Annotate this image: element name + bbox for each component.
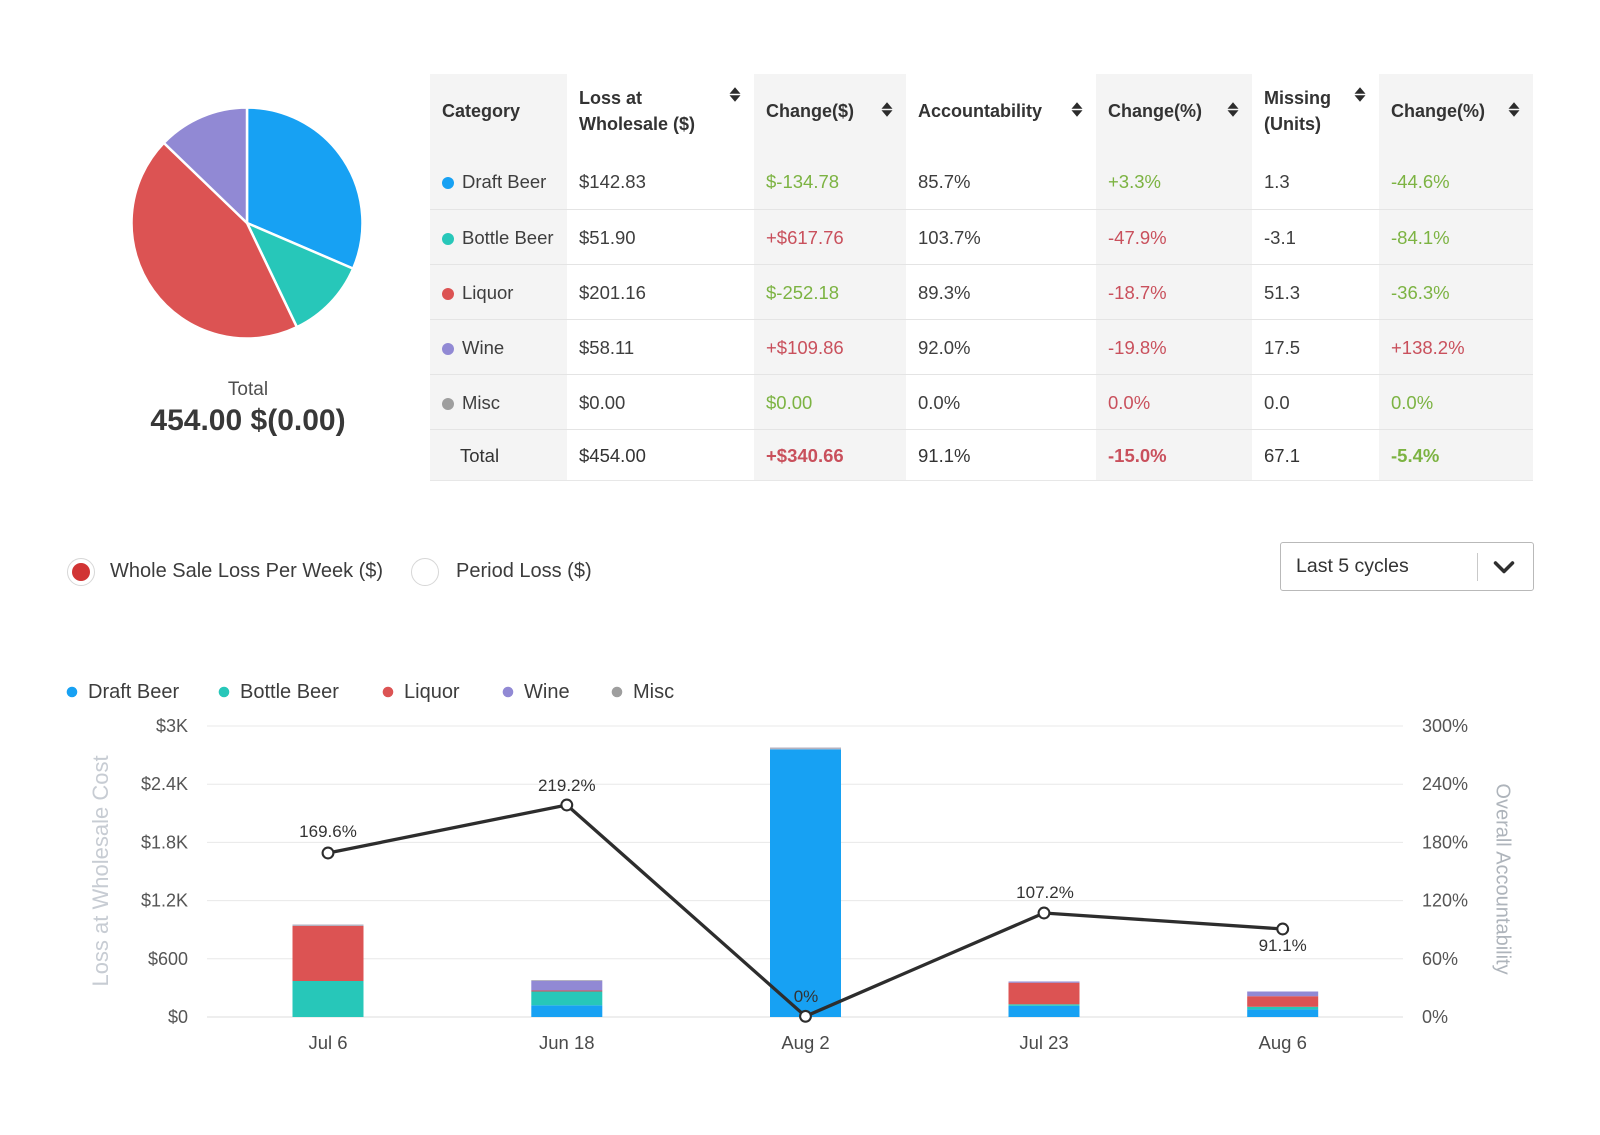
- svg-text:Bottle Beer: Bottle Beer: [240, 681, 339, 703]
- svg-text:$1.8K: $1.8K: [141, 832, 188, 852]
- svg-text:Jul 6: Jul 6: [308, 1032, 347, 1053]
- svg-text:107.2%: 107.2%: [1016, 883, 1074, 902]
- svg-text:Liquor: Liquor: [404, 681, 460, 703]
- svg-text:120%: 120%: [1422, 891, 1468, 911]
- svg-text:Draft Beer: Draft Beer: [88, 681, 179, 703]
- svg-text:0%: 0%: [1422, 1007, 1448, 1027]
- svg-text:91.1%: 91.1%: [1259, 936, 1307, 955]
- svg-text:Loss at Wholesale Cost: Loss at Wholesale Cost: [88, 755, 113, 986]
- svg-text:$1.2K: $1.2K: [141, 891, 188, 911]
- svg-text:Aug 6: Aug 6: [1259, 1032, 1307, 1053]
- svg-text:0%: 0%: [794, 987, 819, 1006]
- svg-text:$0: $0: [168, 1007, 188, 1027]
- svg-text:$600: $600: [148, 949, 188, 969]
- svg-text:219.2%: 219.2%: [538, 776, 596, 795]
- svg-text:$2.4K: $2.4K: [141, 774, 188, 794]
- svg-text:240%: 240%: [1422, 774, 1468, 794]
- svg-text:169.6%: 169.6%: [299, 822, 357, 841]
- svg-text:Jun 18: Jun 18: [539, 1032, 595, 1053]
- svg-text:Aug 2: Aug 2: [781, 1032, 829, 1053]
- svg-text:Misc: Misc: [633, 681, 674, 703]
- svg-text:180%: 180%: [1422, 832, 1468, 852]
- svg-text:60%: 60%: [1422, 949, 1458, 969]
- svg-text:300%: 300%: [1422, 716, 1468, 736]
- svg-text:$3K: $3K: [156, 716, 188, 736]
- svg-text:Overall Accountability: Overall Accountability: [1492, 783, 1514, 974]
- svg-text:Wine: Wine: [524, 681, 570, 703]
- svg-text:Jul 23: Jul 23: [1019, 1032, 1068, 1053]
